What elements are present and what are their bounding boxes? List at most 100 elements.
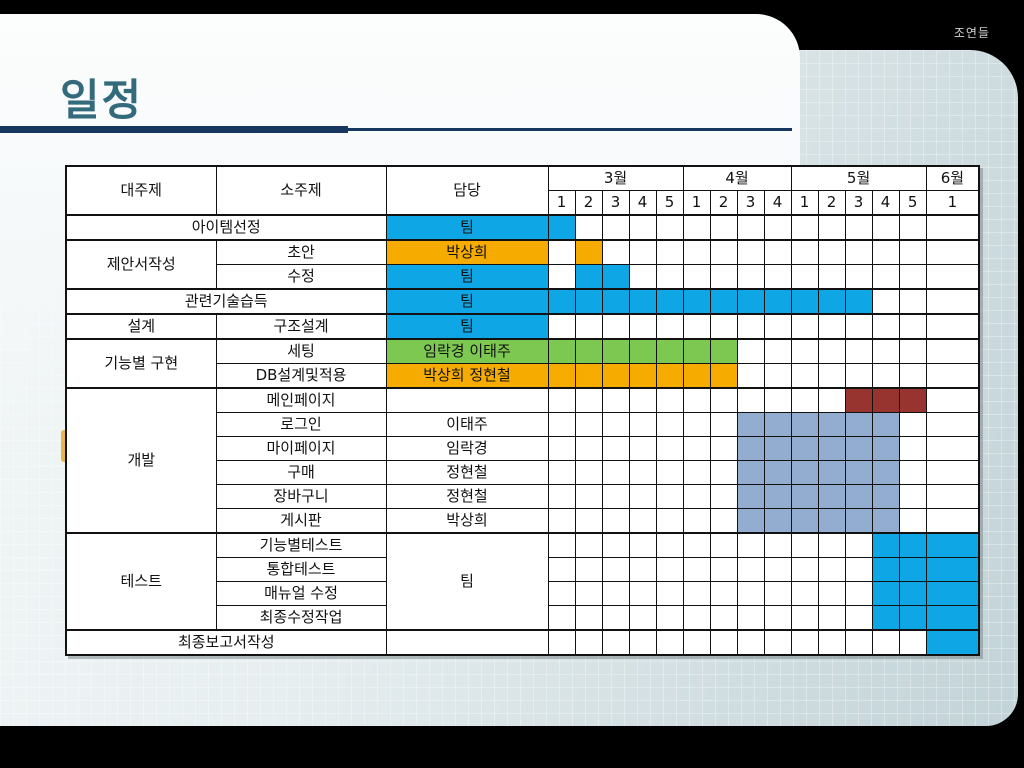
- gantt-cell: [844, 629, 873, 656]
- week-header: 4: [628, 190, 657, 216]
- gantt-cell: [655, 313, 684, 340]
- gantt-cell: [601, 508, 630, 534]
- gantt-cell: [601, 629, 630, 656]
- gantt-bar-cell: [817, 288, 846, 315]
- gantt-cell: [547, 264, 576, 290]
- gantt-cell: [574, 214, 603, 241]
- gantt-cell: [682, 532, 711, 558]
- task-label-cell: 아이템선정: [65, 214, 387, 241]
- gantt-bar-cell: [898, 387, 927, 413]
- gantt-bar-cell: [790, 412, 819, 437]
- decorative-orange-sliver: [61, 430, 68, 462]
- task-label-cell: 설계: [65, 313, 217, 340]
- gantt-bar-cell: [601, 338, 630, 364]
- gantt-cell: [547, 557, 576, 582]
- gantt-cell: [709, 436, 738, 461]
- gantt-bar-cell: [925, 532, 980, 558]
- schedule-table: 대주제 소주제 담당 3월 4월 5월 6월 1 2 3 4 5 1 2 3 4 1 2 3 4 5 1 아이템선정 팀 제안서…: [65, 165, 981, 656]
- gantt-cell: [655, 508, 684, 534]
- gantt-bar-cell: [817, 460, 846, 485]
- task-label-cell: 장바구니: [215, 484, 387, 509]
- gantt-bar-cell: [925, 581, 980, 606]
- gantt-cell: [925, 387, 980, 413]
- schedule-table-container: 대주제 소주제 담당 3월 4월 5월 6월 1 2 3 4 5 1 2 3 4 1 2 3 4 5 1 아이템선정 팀 제안서…: [65, 165, 981, 656]
- gantt-cell: [574, 387, 603, 413]
- gantt-cell: [628, 264, 657, 290]
- gantt-bar-cell: [790, 288, 819, 315]
- gantt-cell: [736, 532, 765, 558]
- gantt-cell: [925, 338, 980, 364]
- gantt-bar-cell: [871, 460, 900, 485]
- gantt-cell: [790, 557, 819, 582]
- gantt-bar-cell: [871, 436, 900, 461]
- gantt-cell: [574, 412, 603, 437]
- gantt-cell: [682, 484, 711, 509]
- gantt-bar-cell: [682, 338, 711, 364]
- gantt-cell: [682, 387, 711, 413]
- gantt-cell: [547, 412, 576, 437]
- gantt-bar-cell: [682, 363, 711, 389]
- gantt-cell: [655, 387, 684, 413]
- task-label-cell: 최종보고서작성: [65, 629, 387, 656]
- task-label-cell: 제안서작성: [65, 239, 217, 290]
- gantt-cell: [628, 313, 657, 340]
- gantt-cell: [628, 629, 657, 656]
- week-header: 1: [790, 190, 819, 216]
- gantt-cell: [871, 264, 900, 290]
- gantt-cell: [709, 387, 738, 413]
- owner-cell: 임락경 이태주: [385, 338, 549, 364]
- gantt-cell: [601, 313, 630, 340]
- gantt-bar-cell: [736, 508, 765, 534]
- gantt-bar-cell: [871, 484, 900, 509]
- gantt-cell: [601, 532, 630, 558]
- gantt-cell: [628, 484, 657, 509]
- gantt-cell: [682, 436, 711, 461]
- gantt-cell: [547, 484, 576, 509]
- gantt-cell: [709, 484, 738, 509]
- gantt-cell: [844, 532, 873, 558]
- gantt-cell: [628, 412, 657, 437]
- gantt-cell: [628, 508, 657, 534]
- gantt-cell: [682, 557, 711, 582]
- gantt-cell: [871, 313, 900, 340]
- gantt-bar-cell: [628, 338, 657, 364]
- gantt-cell: [925, 484, 980, 509]
- task-label-cell: 개발: [65, 387, 217, 534]
- gantt-cell: [790, 532, 819, 558]
- gantt-cell: [655, 557, 684, 582]
- gantt-cell: [898, 484, 927, 509]
- month-header: 3월: [547, 165, 684, 191]
- gantt-cell: [601, 460, 630, 485]
- gantt-cell: [925, 363, 980, 389]
- owner-cell: 최종수정작업: [215, 605, 387, 631]
- task-row: 통합테스트: [66, 557, 980, 582]
- gantt-bar-cell: [763, 436, 792, 461]
- gantt-bar-cell: [709, 338, 738, 364]
- gantt-cell: [763, 557, 792, 582]
- gantt-cell: [844, 581, 873, 606]
- gantt-cell: [601, 412, 630, 437]
- owner-cell: 팀: [385, 313, 549, 340]
- gantt-cell: [736, 557, 765, 582]
- gantt-cell: [601, 387, 630, 413]
- owner-cell: 임락경: [385, 436, 549, 461]
- gantt-cell: [817, 387, 846, 413]
- gantt-cell: [655, 264, 684, 290]
- gantt-bar-cell: [790, 484, 819, 509]
- title-underline-thin: [348, 128, 792, 131]
- gantt-cell: [574, 508, 603, 534]
- task-label-cell: 관련기술습득: [65, 288, 387, 315]
- gantt-cell: [655, 239, 684, 265]
- gantt-cell: [682, 239, 711, 265]
- task-label-cell: DB설계및적용: [215, 363, 387, 389]
- gantt-cell: [898, 214, 927, 241]
- gantt-cell: [574, 532, 603, 558]
- gantt-cell: [736, 338, 765, 364]
- gantt-cell: [709, 629, 738, 656]
- gantt-cell: [682, 508, 711, 534]
- week-header: 1: [682, 190, 711, 216]
- gantt-cell: [547, 629, 576, 656]
- week-header: 3: [844, 190, 873, 216]
- task-row: DB설계및적용 박상희 정현철: [66, 363, 980, 389]
- gantt-cell: [601, 557, 630, 582]
